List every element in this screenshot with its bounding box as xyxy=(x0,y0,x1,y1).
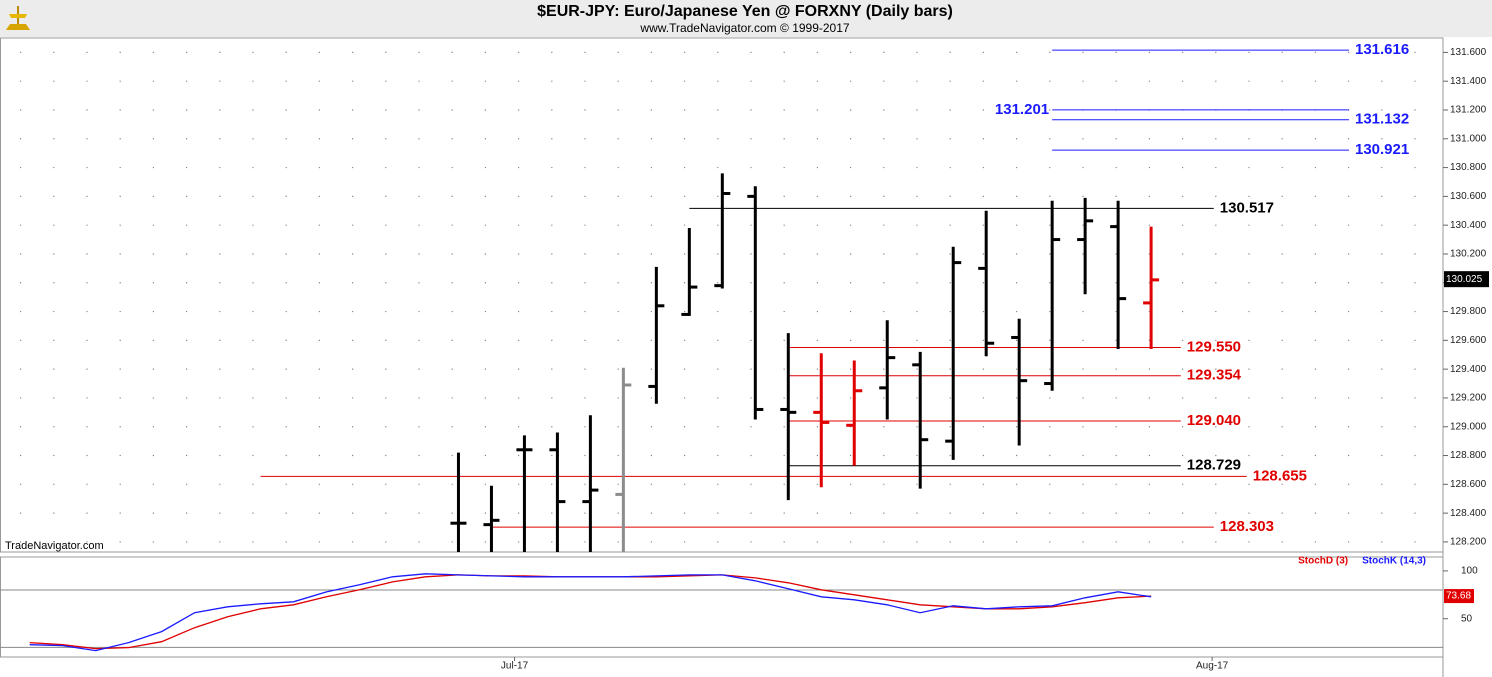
series-line xyxy=(29,573,1152,652)
price-pane xyxy=(0,37,1444,553)
y-tick-label: 130.200 xyxy=(1450,249,1487,260)
x-tick-label: Jul-17 xyxy=(501,661,529,672)
y-tick-label: 129.400 xyxy=(1450,364,1487,375)
level-label: 130.517 xyxy=(1220,199,1274,216)
level-label: 129.550 xyxy=(1187,339,1241,356)
stoch-pane xyxy=(0,556,1444,658)
y-tick-label: 128.200 xyxy=(1450,537,1487,548)
y-tick-label: 129.600 xyxy=(1450,335,1487,346)
legend-label: StochK (14,3) xyxy=(1362,556,1426,567)
bars xyxy=(450,173,1160,552)
y-tick-label: 100 xyxy=(1461,566,1478,577)
last-value-label: 73.68 xyxy=(1446,591,1471,602)
y-tick-label: 131.400 xyxy=(1450,76,1487,87)
y-tick-label: 128.800 xyxy=(1450,450,1487,461)
chart-title: $EUR-JPY: Euro/Japanese Yen @ FORXNY (Da… xyxy=(537,3,953,20)
chart-subtitle: www.TradeNavigator.com © 1999-2017 xyxy=(639,21,849,35)
logo xyxy=(6,6,30,30)
level-label: 131.132 xyxy=(1355,111,1409,128)
y-tick-label: 130.600 xyxy=(1450,191,1487,202)
last-value-label: 130.025 xyxy=(1446,274,1483,285)
level-label: 128.729 xyxy=(1187,457,1241,474)
y-tick-label: 128.600 xyxy=(1450,479,1487,490)
last-value-box xyxy=(1444,271,1489,288)
title-bar xyxy=(0,0,1492,37)
y-tick-label: 131.600 xyxy=(1450,47,1487,58)
watermark: TradeNavigator.com xyxy=(5,540,104,552)
y-tick-label: 131.200 xyxy=(1450,105,1487,116)
level-label: 130.921 xyxy=(1355,141,1409,158)
level-label: 131.616 xyxy=(1355,41,1409,58)
last-value-box xyxy=(1444,589,1474,604)
y-tick-label: 130.800 xyxy=(1450,162,1487,173)
legend-label: StochD (3) xyxy=(1298,556,1348,567)
y-tick-label: 129.800 xyxy=(1450,306,1487,317)
x-tick-label: Aug-17 xyxy=(1196,661,1229,672)
y-tick-label: 50 xyxy=(1461,613,1473,624)
y-tick-label: 129.000 xyxy=(1450,421,1487,432)
y-tick-label: 128.400 xyxy=(1450,508,1487,519)
level-label: 129.354 xyxy=(1187,367,1242,384)
level-label: 131.201 xyxy=(995,101,1049,118)
level-label: 129.040 xyxy=(1187,412,1241,429)
level-label: 128.655 xyxy=(1253,467,1307,484)
y-tick-label: 129.200 xyxy=(1450,393,1487,404)
y-tick-label: 130.400 xyxy=(1450,220,1487,231)
level-label: 128.303 xyxy=(1220,518,1274,535)
y-tick-label: 131.000 xyxy=(1450,133,1487,144)
